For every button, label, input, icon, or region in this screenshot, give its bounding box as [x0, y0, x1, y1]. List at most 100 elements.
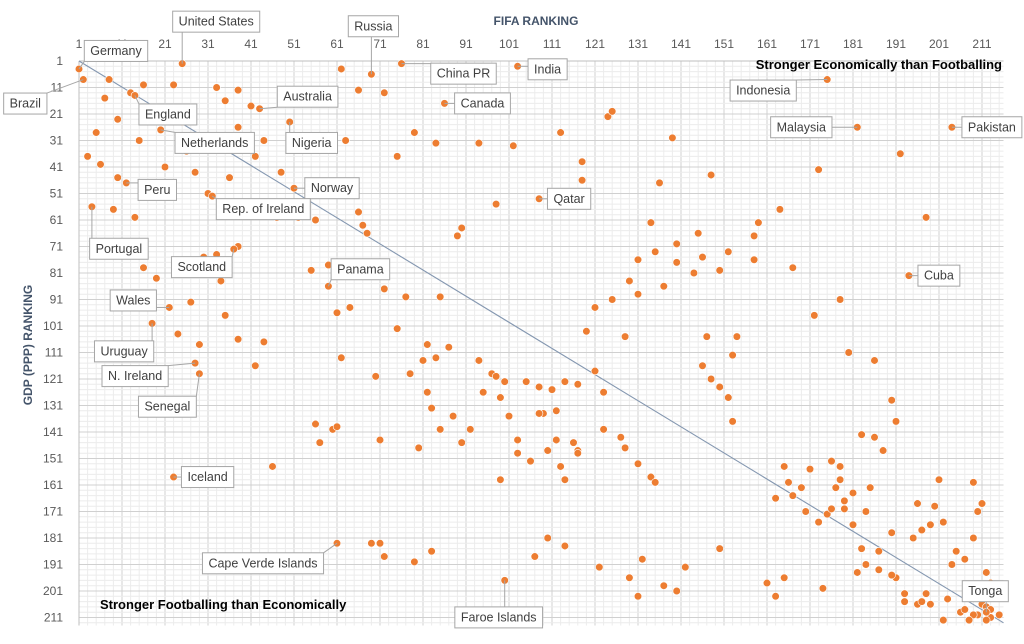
data-point: [492, 200, 501, 209]
data-point: [887, 570, 896, 580]
data-point: [259, 136, 269, 145]
data-point: [410, 557, 419, 566]
label-text: Scotland: [177, 260, 226, 274]
data-point: [573, 449, 582, 458]
data-point: [926, 520, 935, 529]
x-tick-label: 91: [459, 37, 473, 51]
data-point: [513, 449, 522, 458]
label-box: [770, 116, 833, 139]
label-text: Cape Verde Islands: [208, 556, 317, 570]
data-point: [616, 433, 625, 442]
label-leader: [195, 373, 200, 397]
label-text: Iceland: [187, 470, 227, 484]
data-point: [909, 533, 918, 543]
data-point: [921, 213, 931, 222]
point-label: China PR: [401, 62, 497, 85]
data-point: [457, 438, 466, 447]
data-point: [246, 101, 256, 111]
data-point: [814, 517, 823, 527]
data-point: [857, 430, 866, 439]
data-point: [874, 565, 883, 574]
y-tick-label: 211: [44, 611, 63, 625]
point-label: United States: [172, 10, 261, 64]
x-tick-label: 31: [201, 37, 215, 51]
y-axis-title: GDP (PPP) RANKING: [21, 285, 35, 405]
data-point: [827, 457, 836, 466]
point-label: Norway: [294, 177, 360, 200]
x-tick-label: 101: [499, 37, 519, 51]
label-leader: [160, 129, 176, 133]
y-tick-label: 131: [43, 399, 63, 413]
point-label: Qatar: [539, 187, 592, 210]
label-text: United States: [179, 15, 254, 29]
x-tick-label: 161: [757, 37, 777, 51]
data-point: [801, 507, 810, 516]
data-point: [466, 425, 475, 434]
data-point: [251, 152, 260, 161]
data-point: [83, 152, 92, 161]
data-point: [887, 396, 896, 405]
label-text: Brazil: [10, 97, 41, 111]
data-point: [672, 586, 681, 596]
data-point: [186, 298, 195, 307]
data-point: [543, 533, 552, 543]
data-point: [659, 282, 668, 291]
data-point: [496, 475, 505, 484]
data-point: [943, 594, 952, 604]
data-point: [577, 157, 587, 166]
data-point: [651, 247, 660, 256]
label-box: [961, 116, 1023, 139]
label-box: [170, 256, 233, 279]
data-point: [423, 340, 432, 349]
data-point: [414, 443, 423, 453]
data-point: [982, 568, 991, 577]
data-point: [866, 483, 875, 492]
data-point: [543, 446, 552, 455]
x-tick-labels: 1112131415161718191101111121131141151161…: [76, 37, 992, 51]
point-label: Canada: [444, 92, 511, 115]
label-box: [454, 606, 544, 629]
data-point: [762, 578, 772, 588]
x-tick-label: 211: [972, 37, 991, 51]
data-point: [234, 86, 243, 95]
label-leader: [327, 279, 332, 287]
data-point: [225, 173, 234, 182]
data-point: [406, 369, 415, 378]
x-tick-label: 181: [843, 37, 863, 51]
label-box: [430, 62, 497, 85]
data-point: [982, 616, 991, 625]
data-point: [337, 64, 346, 74]
data-point: [191, 168, 200, 177]
label-text: Norway: [311, 181, 354, 195]
label-box: [276, 85, 339, 108]
data-point: [706, 374, 716, 384]
point-label: Rep. of Ireland: [212, 195, 311, 221]
point-label: Iceland: [173, 466, 235, 489]
point-label: Russia: [347, 15, 400, 75]
data-point: [788, 491, 797, 500]
data-point: [913, 499, 922, 508]
data-point: [728, 417, 737, 426]
data-point: [345, 303, 355, 312]
label-text: England: [145, 107, 191, 121]
data-point: [363, 229, 372, 238]
label-text: Netherlands: [181, 136, 248, 150]
data-point: [659, 581, 668, 590]
data-point: [169, 80, 178, 89]
data-point: [307, 266, 316, 275]
label-text: Germany: [90, 44, 142, 58]
data-point: [599, 425, 608, 434]
label-box: [961, 580, 1009, 603]
data-point: [104, 75, 114, 84]
data-point: [492, 372, 501, 381]
point-label: Wales: [109, 289, 170, 312]
label-box: [285, 131, 339, 154]
label-leader: [168, 362, 196, 367]
data-point: [633, 255, 643, 264]
data-point: [509, 141, 518, 150]
data-point: [367, 539, 376, 548]
data-point: [474, 139, 484, 148]
data-point: [689, 268, 699, 278]
data-point: [844, 348, 853, 357]
y-tick-label: 101: [43, 319, 63, 333]
